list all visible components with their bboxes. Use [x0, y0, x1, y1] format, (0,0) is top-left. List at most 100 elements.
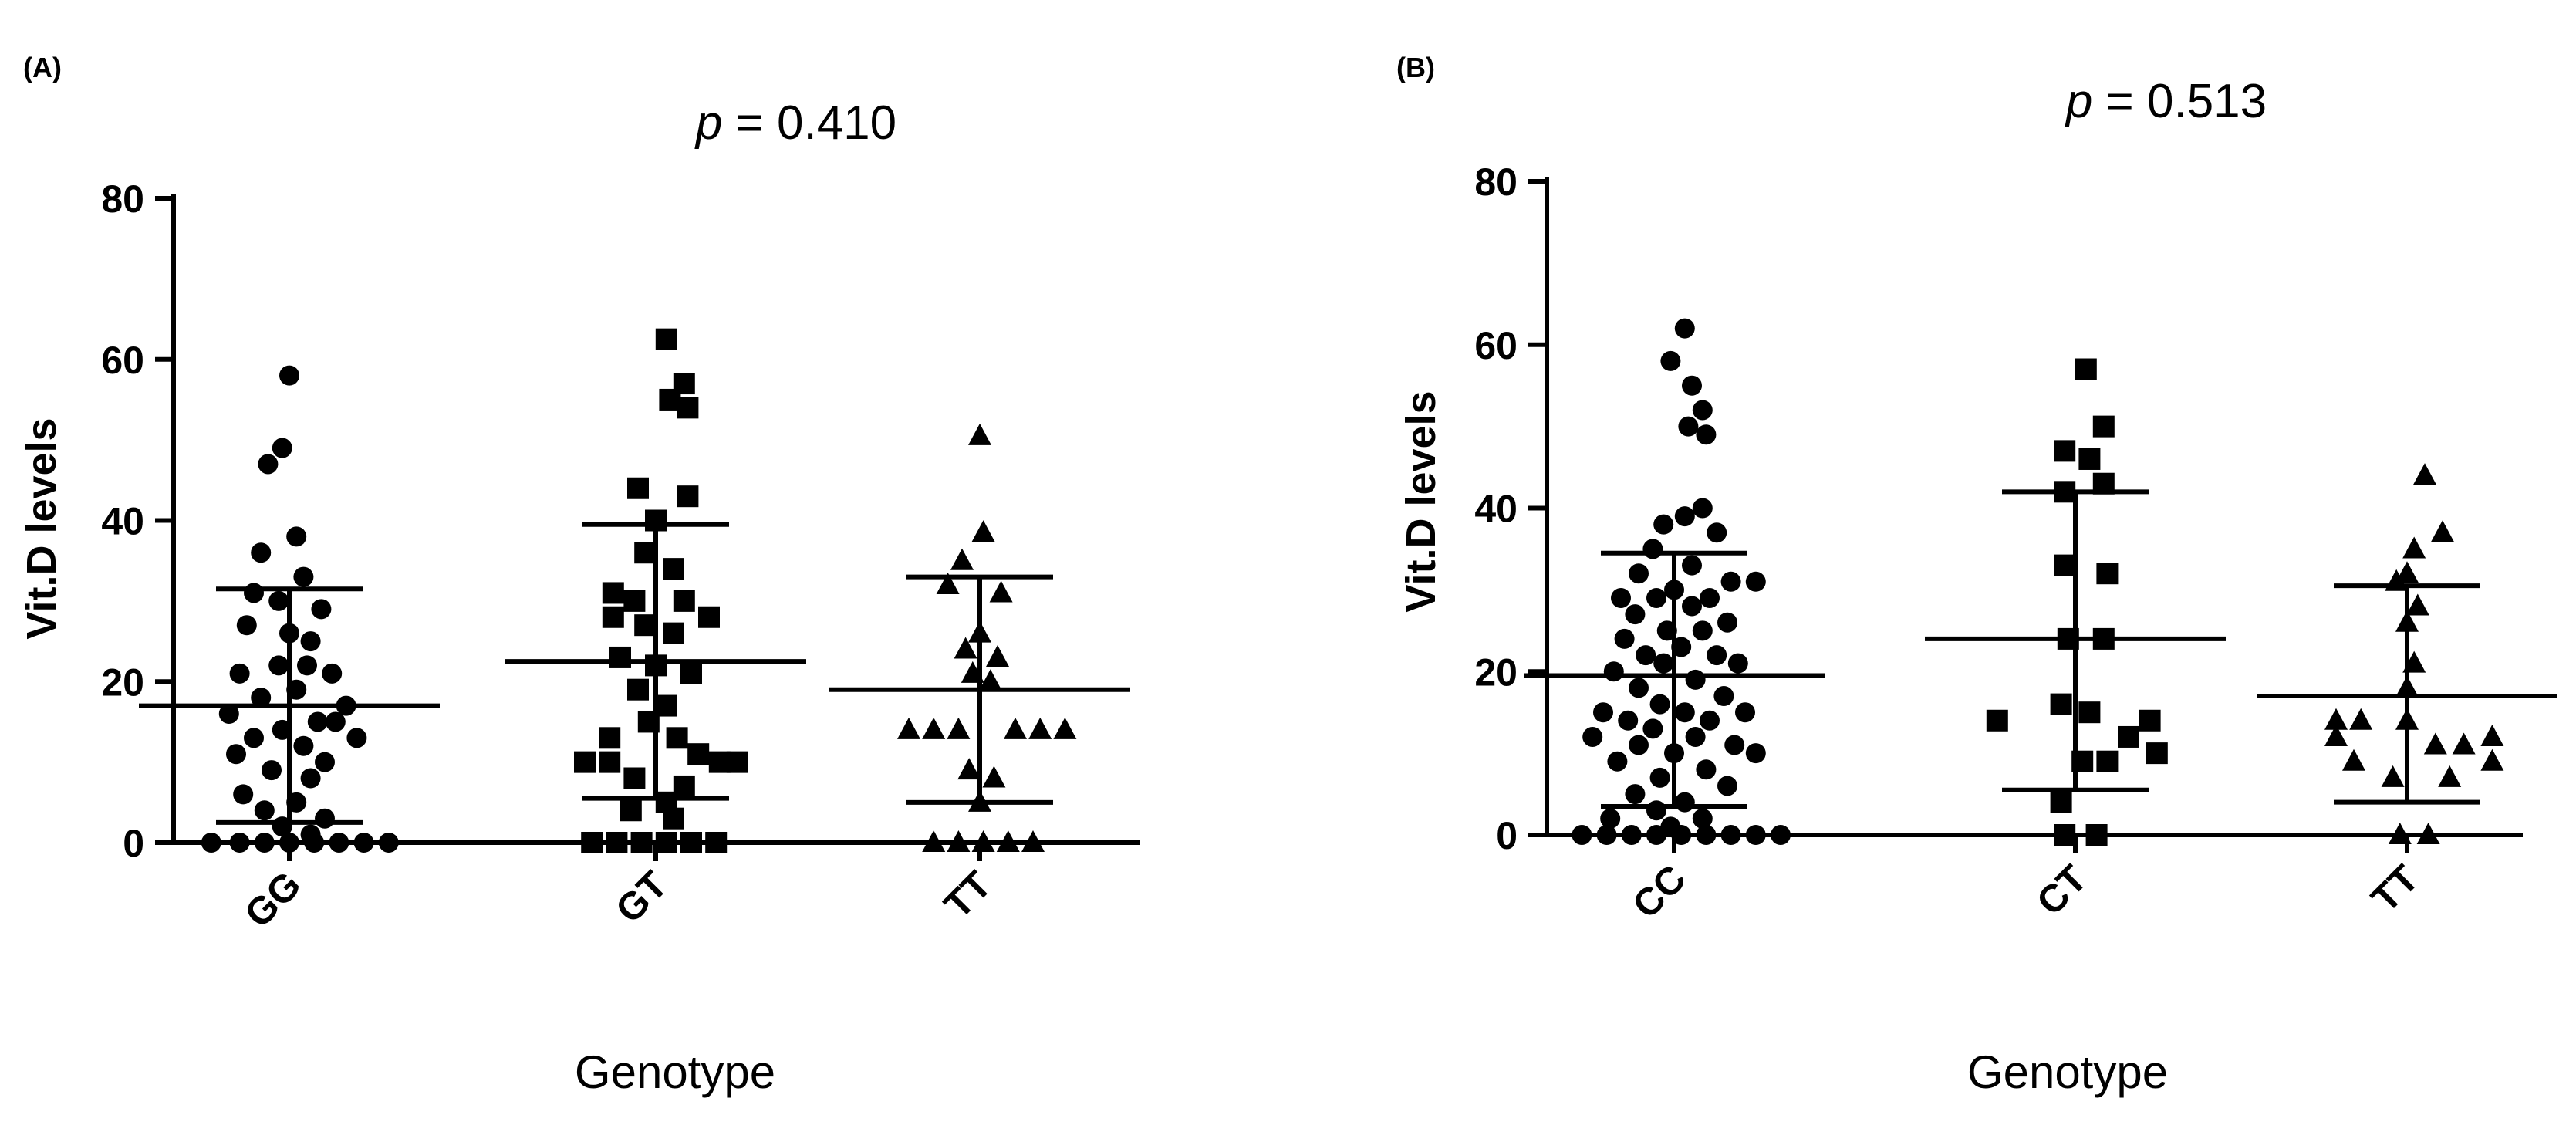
data-point	[971, 830, 995, 852]
data-point	[922, 717, 946, 739]
data-point	[236, 615, 257, 636]
data-point	[1028, 717, 1052, 739]
data-point	[2452, 732, 2476, 755]
data-point	[599, 751, 621, 773]
data-point	[1700, 710, 1720, 731]
data-point	[2349, 708, 2373, 730]
data-point	[1614, 628, 1635, 649]
data-point	[2096, 750, 2119, 772]
data-point	[1653, 653, 1674, 674]
data-point	[293, 735, 314, 756]
data-point	[666, 727, 688, 749]
data-point	[627, 678, 649, 701]
x-category-label: CC	[1624, 857, 1694, 927]
data-point	[244, 583, 264, 603]
data-point	[2413, 463, 2436, 485]
data-point	[1717, 776, 1737, 796]
data-point	[1685, 726, 1706, 747]
x-axis-label: Genotype	[1967, 1046, 2168, 1098]
data-point	[300, 631, 321, 652]
data-point	[2480, 748, 2504, 771]
data-point	[325, 711, 346, 732]
data-point	[1727, 653, 1748, 674]
y-tick-label: 40	[1474, 488, 1518, 531]
data-point	[268, 655, 289, 676]
data-point	[286, 526, 307, 547]
data-point	[989, 580, 1013, 603]
data-point	[1692, 498, 1713, 519]
data-point	[680, 832, 702, 853]
data-point	[2078, 701, 2101, 724]
data-point	[677, 485, 699, 508]
data-point	[677, 397, 699, 419]
data-point	[1682, 375, 1702, 396]
data-point	[1678, 416, 1699, 437]
data-point	[1582, 726, 1603, 747]
data-point	[634, 542, 657, 564]
x-category-label: TT	[936, 863, 1000, 927]
data-point	[1713, 686, 1734, 707]
data-point	[251, 542, 272, 563]
data-point	[655, 328, 677, 350]
p-value-text: = 0.410	[722, 96, 896, 150]
data-point	[2075, 358, 2097, 380]
data-point	[2139, 709, 2161, 732]
data-point	[1685, 669, 1706, 690]
data-point	[1603, 661, 1624, 682]
data-point	[293, 566, 314, 587]
data-point	[1745, 825, 1766, 845]
data-point	[1646, 825, 1666, 845]
y-tick-label: 20	[101, 661, 144, 704]
data-point	[2395, 561, 2419, 583]
data-point	[218, 704, 239, 724]
data-point	[602, 582, 624, 604]
data-point	[2092, 415, 2115, 438]
data-point	[623, 590, 646, 612]
data-point	[1745, 743, 1766, 764]
data-point	[1674, 792, 1695, 813]
data-point	[1053, 717, 1077, 739]
data-point	[1735, 702, 1755, 723]
data-point	[1696, 759, 1717, 780]
data-point	[244, 728, 264, 748]
y-tick-label: 60	[101, 339, 144, 382]
data-point	[1649, 767, 1670, 788]
data-point	[2381, 765, 2405, 787]
data-point	[663, 622, 684, 644]
y-tick-label: 0	[123, 822, 144, 865]
data-point	[2085, 824, 2108, 846]
data-point	[986, 644, 1009, 667]
y-axis-label: Vit.D levels	[19, 417, 65, 639]
data-point	[2416, 823, 2440, 844]
data-point	[1596, 825, 1617, 845]
data-point	[315, 808, 335, 829]
data-point	[673, 590, 695, 612]
p-value: p = 0.410	[694, 96, 896, 150]
group-tt	[829, 423, 1130, 852]
panel-label: (A)	[23, 52, 62, 83]
data-point	[1707, 522, 1727, 543]
y-tick-label: 80	[101, 177, 144, 221]
data-point	[1692, 400, 1713, 421]
data-point	[698, 606, 720, 628]
data-point	[1745, 571, 1766, 592]
group-gg	[139, 365, 440, 853]
data-point	[272, 438, 292, 458]
data-point	[936, 573, 960, 594]
x-category-label: TT	[2363, 857, 2427, 921]
data-point	[1696, 424, 1717, 445]
group-gt	[505, 328, 806, 853]
data-point	[1593, 702, 1613, 723]
data-point	[2146, 742, 2168, 765]
data-point	[262, 760, 282, 781]
data-point	[1629, 678, 1649, 698]
data-point	[620, 799, 642, 822]
data-point	[2406, 593, 2429, 616]
group-ct	[1925, 358, 2226, 846]
data-point	[1611, 587, 1631, 608]
data-point	[1717, 612, 1737, 633]
y-tick-label: 0	[1496, 814, 1518, 857]
data-point	[346, 728, 367, 748]
group-tt	[2257, 463, 2557, 844]
